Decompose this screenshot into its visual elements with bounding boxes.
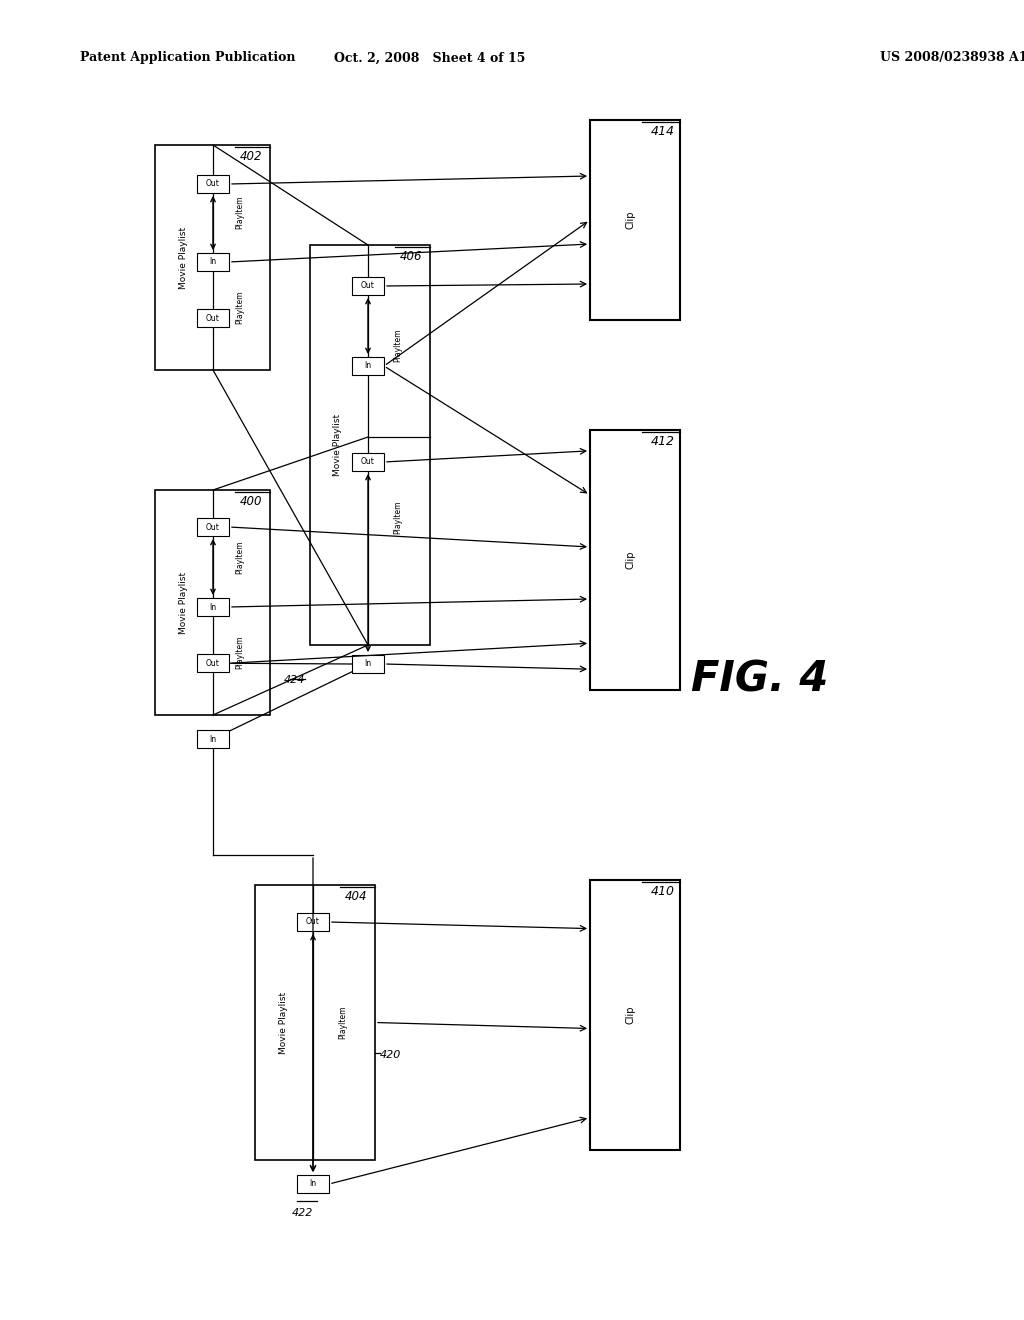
Text: PlayItem: PlayItem xyxy=(393,500,402,533)
Text: PlayItem: PlayItem xyxy=(236,290,245,323)
Text: In: In xyxy=(210,257,216,267)
Text: Out: Out xyxy=(206,523,220,532)
Bar xyxy=(197,655,229,672)
Text: In: In xyxy=(210,602,216,611)
Text: In: In xyxy=(210,734,216,743)
Bar xyxy=(352,277,384,294)
Text: Movie Playlist: Movie Playlist xyxy=(178,227,187,289)
Text: 420: 420 xyxy=(380,1051,401,1060)
Text: Out: Out xyxy=(306,917,319,927)
Text: Clip: Clip xyxy=(626,550,636,569)
Bar xyxy=(197,176,229,193)
Text: Movie Playlist: Movie Playlist xyxy=(178,572,187,634)
Bar xyxy=(590,120,680,319)
Text: Clip: Clip xyxy=(626,1006,636,1024)
Bar xyxy=(297,913,329,931)
Bar xyxy=(352,453,384,471)
Bar xyxy=(352,655,384,673)
Text: US 2008/0238938 A1: US 2008/0238938 A1 xyxy=(880,51,1024,65)
Bar xyxy=(197,598,229,616)
Bar xyxy=(197,253,229,271)
Bar xyxy=(255,884,375,1160)
Text: 406: 406 xyxy=(399,249,422,263)
Text: Movie Playlist: Movie Playlist xyxy=(334,414,342,477)
Text: 424: 424 xyxy=(284,675,305,685)
Bar xyxy=(197,730,229,748)
Text: Out: Out xyxy=(361,458,375,466)
Text: In: In xyxy=(365,660,372,668)
Text: 414: 414 xyxy=(651,125,675,139)
Text: PlayItem: PlayItem xyxy=(393,329,402,362)
Bar xyxy=(590,880,680,1150)
Text: In: In xyxy=(309,1180,316,1188)
Text: Patent Application Publication: Patent Application Publication xyxy=(80,51,296,65)
Text: 422: 422 xyxy=(292,1208,313,1218)
Bar xyxy=(155,490,270,715)
Text: Movie Playlist: Movie Playlist xyxy=(279,991,288,1053)
Bar xyxy=(310,246,430,645)
Text: Out: Out xyxy=(206,659,220,668)
Bar xyxy=(590,430,680,690)
Text: 410: 410 xyxy=(651,884,675,898)
Bar xyxy=(197,309,229,327)
Text: Clip: Clip xyxy=(626,211,636,230)
Text: 404: 404 xyxy=(344,890,367,903)
Text: PlayItem: PlayItem xyxy=(236,635,245,669)
Text: 400: 400 xyxy=(240,495,262,508)
Bar xyxy=(155,145,270,370)
Text: In: In xyxy=(365,362,372,371)
Text: FIG. 4: FIG. 4 xyxy=(691,659,828,701)
Text: Out: Out xyxy=(361,281,375,290)
Bar xyxy=(297,1175,329,1193)
Text: PlayItem: PlayItem xyxy=(339,1006,347,1039)
Text: Oct. 2, 2008   Sheet 4 of 15: Oct. 2, 2008 Sheet 4 of 15 xyxy=(334,51,525,65)
Bar xyxy=(352,356,384,375)
Bar xyxy=(197,517,229,536)
Text: 412: 412 xyxy=(651,436,675,447)
Text: Out: Out xyxy=(206,314,220,323)
Text: 402: 402 xyxy=(240,150,262,162)
Text: PlayItem: PlayItem xyxy=(236,195,245,230)
Text: Out: Out xyxy=(206,180,220,189)
Text: PlayItem: PlayItem xyxy=(236,541,245,574)
